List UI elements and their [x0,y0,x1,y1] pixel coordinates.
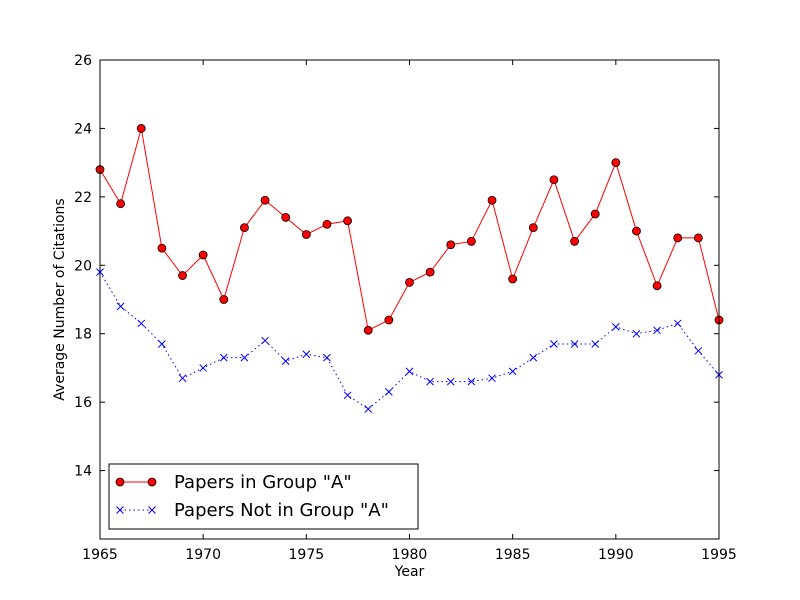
data-point [343,391,352,400]
data-point [487,195,497,205]
data-point [260,195,270,205]
y-axis-label: Average Number of Citations [52,198,68,400]
y-tick-label: 22 [74,190,92,206]
axes-frame [99,59,720,540]
data-point [549,175,559,185]
data-point [178,374,187,383]
legend: Papers in Group "A" Papers Not in Group "… [108,463,419,530]
y-tick-label: 20 [74,258,92,274]
legend-marker [148,506,156,514]
legend-marker [115,477,125,487]
data-point [219,353,228,362]
data-point [157,243,167,253]
data-point [632,226,641,236]
data-point [528,223,538,233]
data-point [405,367,414,376]
y-tick-label: 14 [74,464,92,480]
series-2 [96,268,723,413]
data-point [611,158,621,168]
data-point [178,271,187,280]
data-point [198,250,208,260]
x-tick-label: 1995 [701,547,737,563]
data-point [611,323,620,331]
data-point [384,315,394,325]
data-point [426,377,434,386]
x-tick-label: 1985 [495,547,531,563]
legend-marker [116,506,124,514]
y-tick-label: 24 [74,121,92,137]
data-point [136,124,146,133]
data-point [488,374,496,383]
data-point [446,377,455,386]
data-point [322,219,332,229]
data-point [673,319,682,328]
data-point [550,340,558,348]
data-point [570,340,579,348]
x-tick-label: 1965 [82,547,118,563]
x-tick-label: 1980 [392,547,428,563]
legend-marker [147,477,157,487]
data-point [137,319,146,328]
data-point [219,295,229,304]
data-point [323,353,331,362]
series-1 [95,124,724,335]
data-point [467,377,476,386]
y-tick-label: 18 [74,327,92,343]
legend-label: Papers in Group "A" [174,472,352,493]
data-point [529,353,538,362]
y-tick-label: 16 [74,395,92,411]
data-point [240,223,249,233]
data-point [261,336,269,345]
data-point [240,353,249,362]
data-point [508,274,518,284]
data-point [570,236,579,246]
data-point [652,281,662,291]
x-tick-label: 1990 [598,547,634,563]
data-point [446,240,456,250]
data-point [302,350,311,359]
data-point [364,405,373,413]
series-layer [95,124,724,413]
data-point [694,346,703,355]
x-tick-label: 1970 [185,547,221,563]
data-point [281,212,291,222]
x-axis-label: Year [394,564,425,580]
legend-entry: Papers Not in Group "A" [116,500,389,521]
data-point [693,233,703,243]
data-point [673,233,683,243]
legend-label: Papers Not in Group "A" [174,500,389,521]
data-point [466,236,476,246]
data-point [363,325,373,335]
data-point [343,216,353,226]
legend-box [108,463,419,530]
data-point [590,209,600,219]
data-point [653,326,661,335]
data-point [508,367,517,376]
data-point [199,364,208,372]
axis-ticks: 1965 1970 1975 1980 1985 1990 1995 14 16 18 20 22 24… [74,53,737,563]
legend-entry: Papers in Group "A" [115,472,352,493]
data-point [116,302,125,311]
data-point [591,340,600,348]
data-point [425,267,435,277]
data-point [158,340,166,348]
data-point [301,230,311,239]
data-point [116,199,126,209]
data-point [405,277,414,287]
data-point [281,357,290,365]
data-point [632,329,641,338]
data-point [385,388,393,396]
x-tick-label: 1975 [289,547,325,563]
y-tick-label: 26 [74,53,92,69]
